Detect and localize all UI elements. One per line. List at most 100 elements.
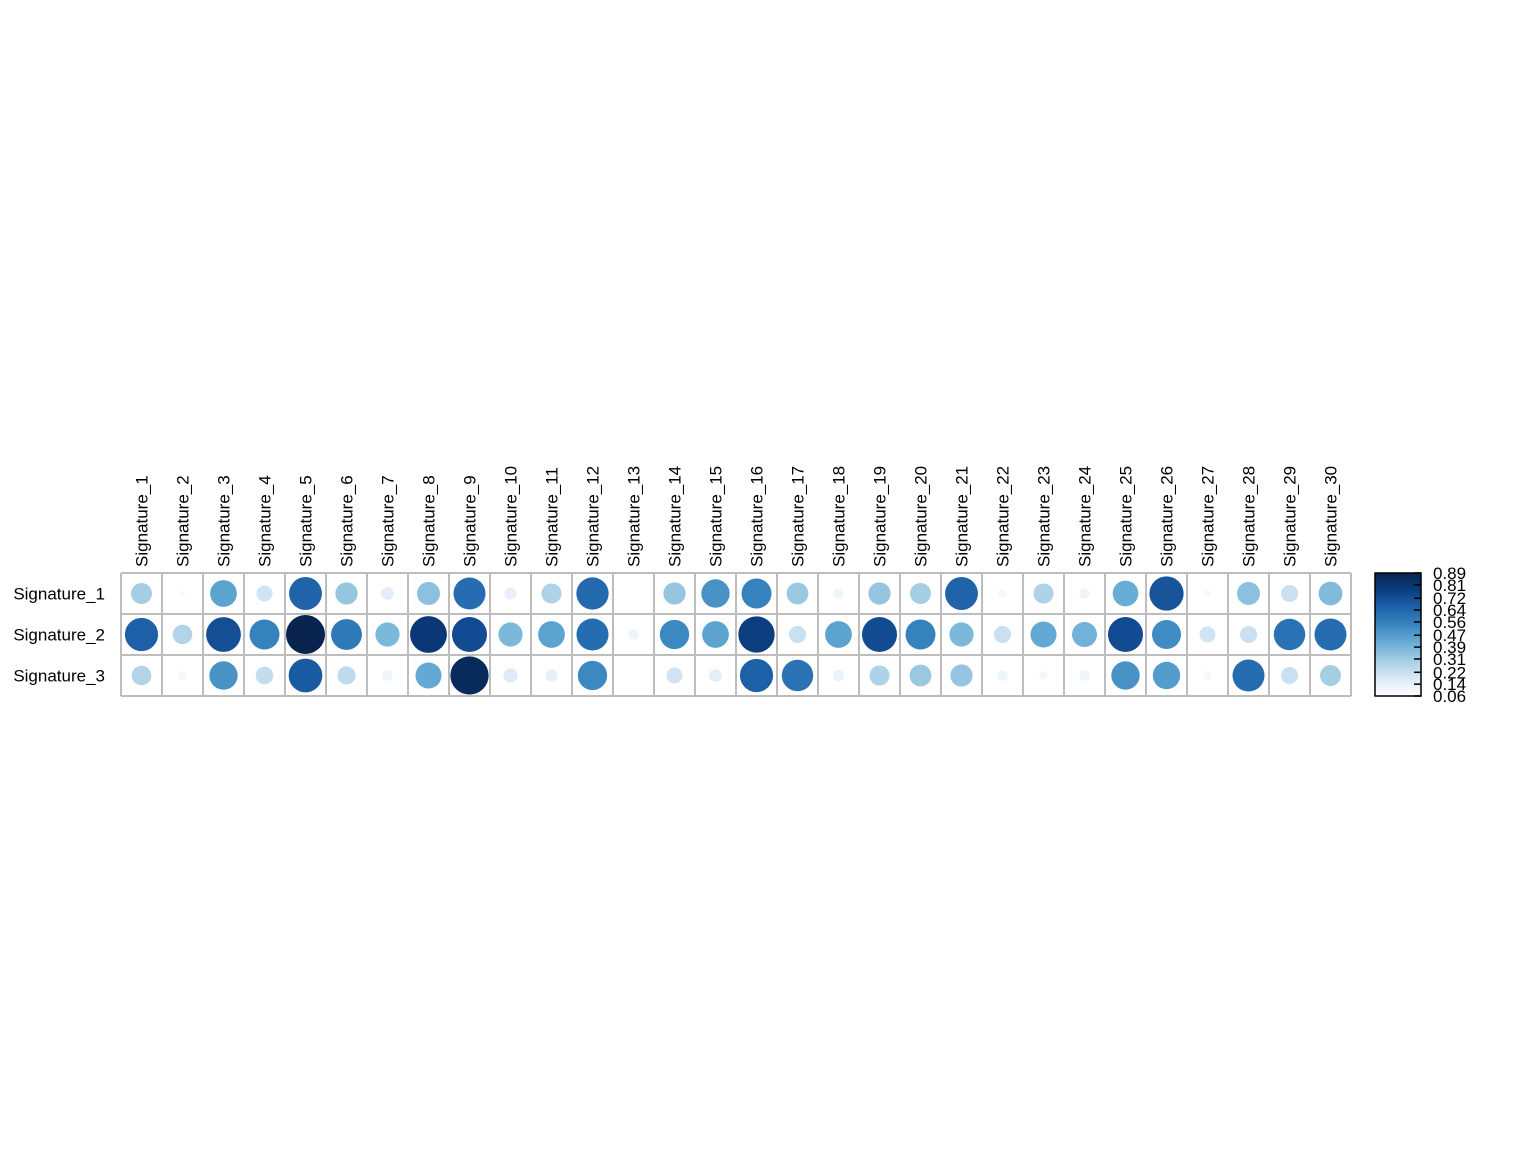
column-label: Signature_20 — [912, 466, 931, 567]
column-label: Signature_2 — [174, 475, 193, 567]
column-label: Signature_11 — [543, 467, 562, 567]
dot — [451, 616, 488, 653]
dot — [1318, 581, 1343, 606]
colorbar-label: 0.64 — [1433, 601, 1466, 620]
dot — [410, 616, 447, 653]
dot — [178, 671, 187, 680]
dot — [450, 656, 489, 695]
colorbar-label: 0.06 — [1433, 687, 1466, 706]
column-label: Signature_25 — [1117, 466, 1136, 567]
dot — [577, 660, 608, 691]
dot — [286, 615, 325, 654]
dot — [545, 669, 558, 682]
dot — [1079, 670, 1090, 681]
column-label: Signature_14 — [666, 466, 685, 567]
dot — [998, 589, 1007, 598]
dot — [909, 664, 932, 687]
row-label: Signature_3 — [13, 667, 105, 686]
column-label: Signature_15 — [707, 466, 726, 567]
column-label: Signature_5 — [297, 475, 316, 567]
dot — [1152, 661, 1181, 690]
dot — [335, 582, 358, 605]
dot — [786, 582, 809, 605]
dot — [576, 577, 609, 610]
column-label: Signature_27 — [1199, 466, 1218, 567]
dot — [781, 659, 814, 692]
column-label: Signature_28 — [1240, 466, 1259, 567]
dot — [825, 621, 852, 648]
dot — [1033, 583, 1054, 604]
column-label: Signature_9 — [461, 475, 480, 567]
column-label: Signature_4 — [256, 475, 275, 567]
dot — [131, 665, 152, 686]
dot — [504, 587, 517, 600]
dot — [179, 590, 186, 597]
column-label: Signature_17 — [789, 466, 808, 567]
dot — [289, 577, 322, 610]
colorbar — [1374, 572, 1422, 697]
column-label: Signature_30 — [1322, 466, 1341, 567]
dot — [1199, 626, 1216, 643]
dot — [993, 625, 1012, 644]
dot — [453, 577, 486, 610]
column-label: Signature_23 — [1035, 466, 1054, 567]
dot — [1239, 625, 1258, 644]
dot — [1107, 616, 1144, 653]
dot — [861, 616, 898, 653]
column-label: Signature_26 — [1158, 466, 1177, 567]
column-label: Signature_13 — [625, 466, 644, 567]
column-label: Signature_16 — [748, 466, 767, 567]
dot — [1039, 671, 1048, 680]
dot — [375, 622, 400, 647]
column-label: Signature_1 — [133, 475, 152, 567]
dot — [997, 670, 1008, 681]
dot — [255, 666, 274, 685]
column-label: Signature_29 — [1281, 466, 1300, 567]
dot — [1111, 661, 1140, 690]
dot — [337, 666, 356, 685]
dot — [1314, 618, 1347, 651]
dot — [1149, 576, 1184, 611]
column-label: Signature_19 — [871, 466, 890, 567]
colorbar-label: 0.39 — [1433, 638, 1466, 657]
dot — [256, 585, 273, 602]
row-label: Signature_2 — [13, 626, 105, 645]
dot — [949, 622, 974, 647]
column-label: Signature_22 — [994, 466, 1013, 567]
dot — [1030, 621, 1057, 648]
column-label: Signature_24 — [1076, 466, 1095, 567]
colorbar-label: 0.31 — [1433, 650, 1466, 669]
dot — [1320, 665, 1341, 686]
dot — [415, 662, 442, 689]
dot — [288, 658, 323, 693]
dot — [1232, 659, 1265, 692]
dot — [1273, 618, 1306, 651]
dot — [382, 670, 393, 681]
column-label: Signature_3 — [215, 475, 234, 567]
column-label: Signature_8 — [420, 475, 439, 567]
dot — [124, 617, 159, 652]
dot — [209, 661, 238, 690]
dot — [628, 629, 639, 640]
dot — [1280, 666, 1299, 685]
dot — [538, 621, 565, 648]
dot — [701, 579, 730, 608]
column-label: Signature_21 — [953, 466, 972, 567]
dot — [331, 619, 362, 650]
dot — [576, 618, 609, 651]
dot — [1203, 671, 1212, 680]
dot — [131, 583, 152, 604]
colorbar-label: 0.72 — [1433, 589, 1466, 608]
dot — [206, 617, 241, 652]
colorbar-label: 0.81 — [1433, 576, 1466, 595]
dot — [249, 619, 280, 650]
dot — [541, 583, 562, 604]
dot — [741, 578, 772, 609]
dot — [709, 669, 722, 682]
column-label: Signature_10 — [502, 466, 521, 567]
dot — [498, 622, 523, 647]
dot — [1151, 619, 1182, 650]
dot — [832, 669, 845, 682]
colorbar-label: 0.89 — [1433, 564, 1466, 583]
